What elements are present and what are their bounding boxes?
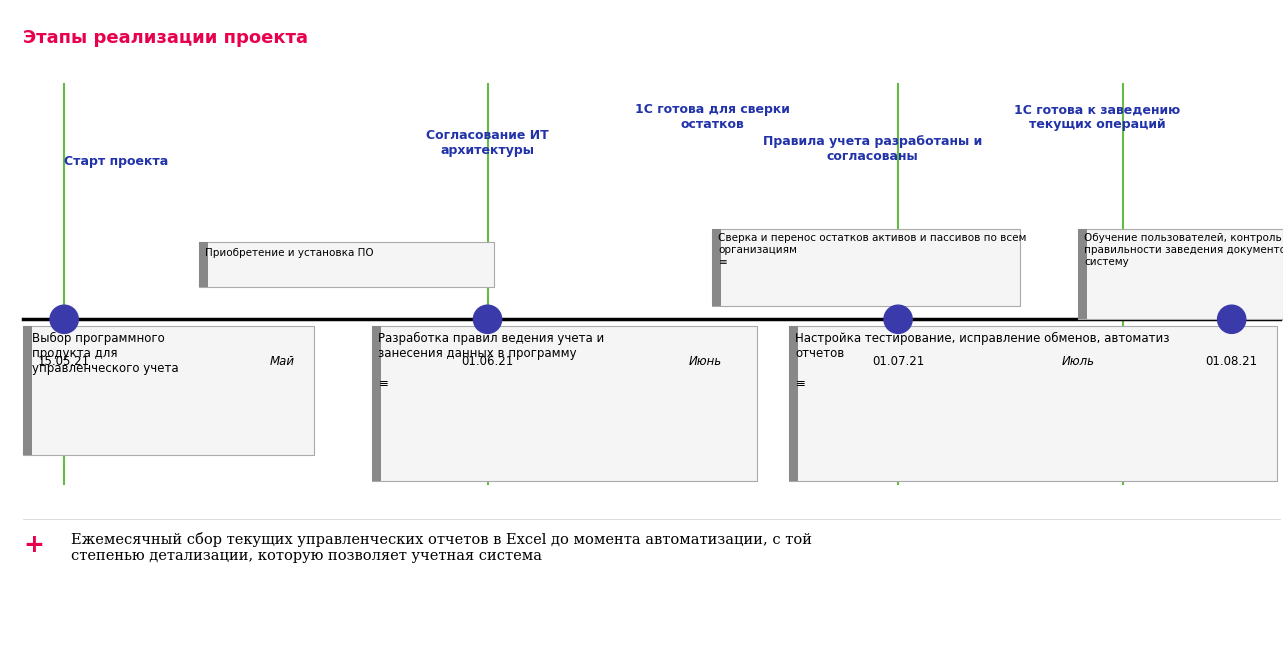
Text: Обучение пользователей, контроль
правильности заведения документов в
систему: Обучение пользователей, контроль правиль… xyxy=(1084,233,1283,266)
Ellipse shape xyxy=(1218,305,1246,333)
FancyBboxPatch shape xyxy=(372,326,757,481)
Text: Сверка и перенос остатков активов и пассивов по всем
организациям
≡: Сверка и перенос остатков активов и пасс… xyxy=(718,233,1026,266)
FancyBboxPatch shape xyxy=(712,229,721,306)
Ellipse shape xyxy=(884,305,912,333)
Text: Выбор программного
продукта для
управленческого учета: Выбор программного продукта для управлен… xyxy=(32,332,178,375)
FancyBboxPatch shape xyxy=(789,326,1277,481)
Text: Май: Май xyxy=(269,355,295,368)
Text: 01.08.21: 01.08.21 xyxy=(1206,355,1257,368)
Text: +: + xyxy=(23,533,44,557)
Text: 1С готова для сверки
остатков: 1С готова для сверки остатков xyxy=(635,103,789,131)
Text: Июнь: Июнь xyxy=(689,355,722,368)
FancyBboxPatch shape xyxy=(789,326,798,481)
Ellipse shape xyxy=(50,305,78,333)
FancyBboxPatch shape xyxy=(712,229,1020,306)
Text: 01.06.21: 01.06.21 xyxy=(462,355,513,368)
Text: Ежемесячный сбор текущих управленческих отчетов в Excel до момента автоматизации: Ежемесячный сбор текущих управленческих … xyxy=(71,532,812,563)
Text: Старт проекта: Старт проекта xyxy=(64,155,168,168)
FancyBboxPatch shape xyxy=(1078,229,1087,319)
Text: Правила учета разработаны и
согласованы: Правила учета разработаны и согласованы xyxy=(763,135,981,163)
FancyBboxPatch shape xyxy=(372,326,381,481)
Text: 1С готова к заведению
текущих операций: 1С готова к заведению текущих операций xyxy=(1014,103,1180,131)
Text: Разработка правил ведения учета и
занесения данных в программу

≡: Разработка правил ведения учета и занесе… xyxy=(378,332,604,390)
FancyBboxPatch shape xyxy=(1078,229,1283,319)
FancyBboxPatch shape xyxy=(199,242,208,287)
Text: Настройка тестирование, исправление обменов, автоматиз
отчетов

≡: Настройка тестирование, исправление обме… xyxy=(795,332,1170,390)
FancyBboxPatch shape xyxy=(23,326,32,455)
Text: Согласование ИТ
архитектуры: Согласование ИТ архитектуры xyxy=(426,129,549,157)
Text: Этапы реализации проекта: Этапы реализации проекта xyxy=(23,29,308,47)
FancyBboxPatch shape xyxy=(199,242,494,287)
Text: Июль: Июль xyxy=(1061,355,1094,368)
Text: 01.07.21: 01.07.21 xyxy=(872,355,924,368)
FancyBboxPatch shape xyxy=(23,326,314,455)
Text: 15.05.21: 15.05.21 xyxy=(38,355,90,368)
Ellipse shape xyxy=(473,305,502,333)
Text: Приобретение и установка ПО: Приобретение и установка ПО xyxy=(205,248,373,259)
